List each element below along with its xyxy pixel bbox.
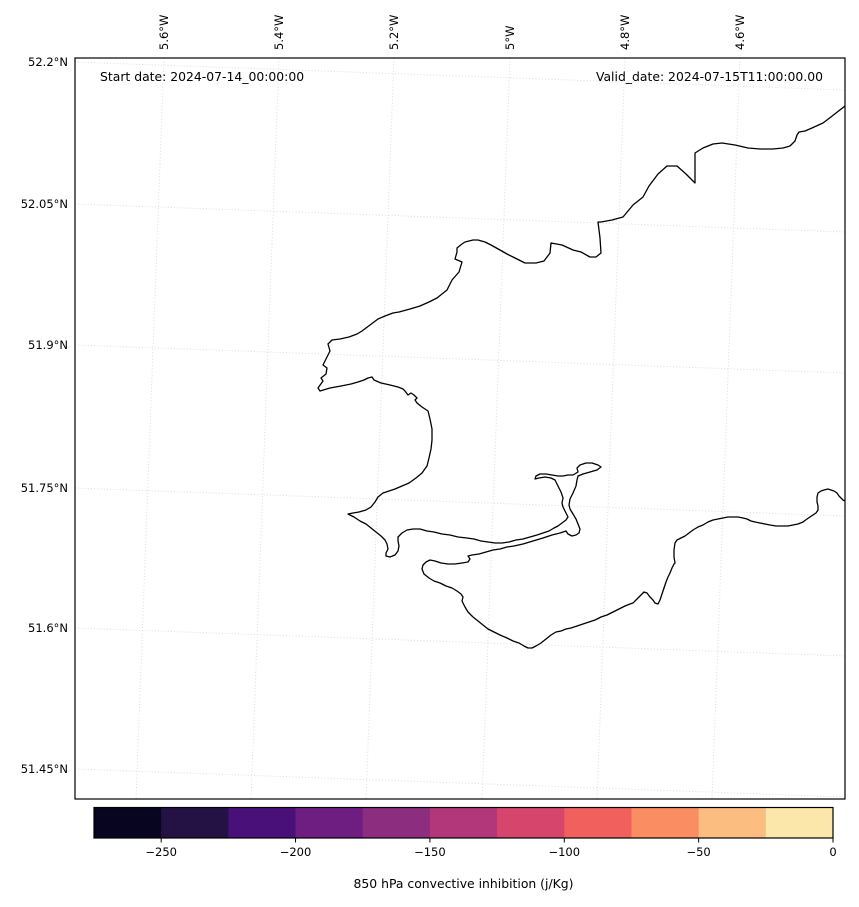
lon-tick-label: 4.6°W [733,15,747,50]
gridline-lon [481,58,511,799]
start-date-text: Start date: 2024-07-14_00:00:00 [100,69,305,84]
lon-tick-label: 4.8°W [618,15,632,50]
gridline-lat [75,344,845,374]
gridline-lat [75,768,845,798]
gridline-lon [365,58,395,799]
lat-tick-label: 51.75°N [21,481,68,495]
gridline-lon [596,58,626,799]
gridlines [75,58,845,799]
gridline-lat [75,627,845,657]
colorbar-tick-label: 0 [829,845,836,859]
colorbar-tick-label: −200 [280,845,312,859]
gridline-lon [250,58,280,799]
colorbar-segment [295,807,364,838]
gridline-lon [711,58,741,799]
colorbar-segment [161,807,229,838]
colorbar-tick-label: −250 [145,845,177,859]
lat-tick-label: 51.6°N [28,621,68,635]
colorbar-segment [362,807,431,838]
coastline-path [317,105,845,649]
lon-tick-label: 5.4°W [272,15,286,50]
valid-date-text: Valid_date: 2024-07-15T11:00:00.00 [595,69,823,84]
colorbar-segment [429,807,498,838]
lat-tick-label: 52.2°N [28,55,68,69]
colorbar-segment [765,807,834,838]
lon-tick-label: 5.6°W [157,15,171,50]
colorbar-tick-label: −150 [414,845,446,859]
gridline-lat [75,203,845,233]
colorbar-segment [94,807,162,838]
colorbar-segment [228,807,297,838]
colorbar-segment [497,807,565,838]
colorbar-segment [698,807,767,838]
lon-tick-label: 5°W [503,26,517,50]
gridline-lat [75,61,845,91]
lat-tick-label: 51.9°N [28,338,68,352]
lat-tick-label: 52.05°N [21,197,68,211]
plot-border [74,57,846,800]
colorbar-tick-label: −50 [686,845,710,859]
gridline-lat [75,487,845,517]
colorbar-axis-label: 850 hPa convective inhibition (j/Kg) [353,876,574,891]
gridline-lon [135,58,165,799]
lat-tick-label: 51.45°N [21,762,68,776]
colorbar-segment [631,807,700,838]
colorbar-segment [564,807,632,838]
colorbar-border [93,806,834,839]
colorbar-tick-label: −100 [548,845,580,859]
lon-tick-label: 5.2°W [387,15,401,50]
coastline-group [317,105,845,649]
